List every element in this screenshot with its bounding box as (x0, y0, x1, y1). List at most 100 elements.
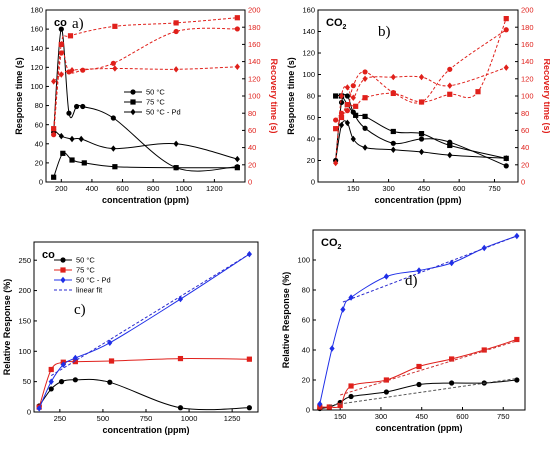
data-point (449, 259, 455, 267)
series-line (53, 27, 238, 135)
series-line (53, 152, 238, 178)
legend-marker (60, 257, 66, 263)
data-point (107, 339, 113, 346)
data-point (108, 358, 115, 364)
data-point (338, 99, 345, 106)
data-point (416, 381, 422, 388)
data-point (418, 136, 425, 142)
series-linear-fit (342, 235, 517, 303)
data-point (344, 102, 351, 108)
y2-tick-label: 100 (248, 92, 261, 101)
x-tick-label: 300 (382, 184, 395, 193)
data-point (48, 386, 54, 392)
data-point (481, 347, 487, 353)
x-tick-label: 500 (97, 414, 110, 423)
y-tick-label: 60 (35, 120, 43, 129)
data-point (333, 159, 339, 167)
x-tick-label: 1250 (224, 414, 241, 423)
y-tick-label: 60 (307, 113, 315, 122)
corner-label: co (54, 17, 67, 29)
data-point (110, 60, 116, 66)
data-point (51, 174, 57, 180)
corner-label-main: CO (321, 237, 338, 249)
y-tick-label: 180 (30, 6, 43, 15)
series-75-c (51, 15, 240, 132)
y2-tick-label: 120 (248, 74, 261, 83)
corner-label-sub: 2 (338, 244, 342, 251)
data-point (337, 402, 343, 409)
series-line (50, 253, 250, 377)
y-tick-label: 140 (302, 27, 315, 36)
data-point (344, 108, 351, 114)
y-tick-label: 120 (302, 49, 315, 58)
series-linear-fit (340, 340, 517, 396)
y-axis-label: Relative Response (%) (2, 279, 12, 376)
series-75-c (333, 16, 509, 132)
data-point (58, 71, 64, 78)
data-point (173, 165, 179, 171)
panel-letter: d) (405, 273, 418, 289)
y-tick-label: 20 (307, 156, 315, 165)
data-point (69, 135, 75, 143)
y-tick-label: 50 (23, 377, 31, 386)
series-line (340, 340, 517, 396)
y2-tick-label: 180 (521, 23, 534, 32)
data-point (333, 117, 339, 123)
data-point (58, 132, 64, 140)
data-point (447, 142, 453, 149)
data-point (173, 28, 179, 35)
data-point (333, 126, 339, 132)
data-point (60, 150, 66, 156)
x-tick-label: 400 (86, 184, 99, 193)
data-point (234, 15, 240, 21)
y2-tick-label: 160 (248, 40, 261, 49)
data-point (344, 93, 351, 99)
x-tick-label: 1000 (181, 414, 198, 423)
legend-marker (60, 267, 66, 273)
data-point (503, 16, 509, 22)
y-tick-label: 140 (30, 44, 43, 53)
y2-tick-label: 120 (521, 74, 534, 83)
series-line (38, 378, 250, 411)
data-point (447, 66, 453, 72)
data-point (449, 380, 455, 386)
x-tick-label: 450 (415, 412, 428, 421)
data-point (418, 99, 425, 105)
data-point (447, 82, 453, 89)
x-tick-label: 1200 (206, 184, 223, 193)
data-point (362, 113, 368, 120)
data-point (110, 145, 116, 152)
series-75-c (36, 355, 252, 410)
series-line (53, 129, 238, 160)
series-line (335, 94, 507, 159)
data-point (362, 75, 368, 82)
corner-label-sub: 2 (343, 24, 347, 31)
y-tick-label: 160 (30, 25, 43, 34)
series-50-c-pd (317, 232, 520, 408)
y2-axis-label: Recovery time (s) (269, 58, 279, 133)
series-linear-fit (50, 253, 250, 377)
data-point (234, 155, 240, 163)
series-line (319, 235, 517, 405)
series-75-c (317, 336, 520, 410)
x-tick-label: 750 (488, 184, 501, 193)
legend: 50 °C75 °C50 °C - Pd (124, 88, 181, 117)
x-tick-label: 300 (375, 412, 388, 421)
series-50-c-pd (333, 119, 509, 164)
corner-label-main: co (54, 17, 67, 29)
data-point (503, 155, 509, 162)
data-point (69, 67, 75, 74)
panel-letter: c) (74, 302, 86, 318)
legend-marker (130, 89, 136, 95)
data-point (344, 119, 351, 127)
data-point (72, 359, 78, 365)
y-tick-label: 80 (307, 92, 315, 101)
series-75-c (51, 150, 240, 180)
panel-b: 150 300 450 600 750 0 20 40 60 80 100 120 140 160 0 20 4… (286, 6, 550, 205)
series-line (53, 17, 238, 129)
y-tick-label: 0 (306, 406, 310, 415)
legend-marker (130, 108, 136, 116)
y2-tick-label: 0 (521, 178, 525, 187)
data-point (514, 232, 520, 240)
